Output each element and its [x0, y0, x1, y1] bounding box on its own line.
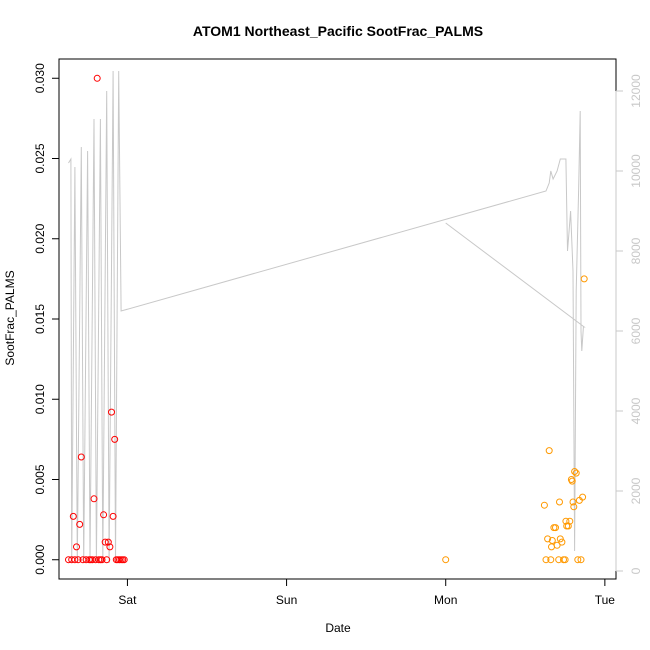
point-series2 — [580, 275, 588, 283]
point-series1 — [73, 543, 80, 551]
y2-tick-label: 4000 — [629, 397, 643, 424]
point-series2 — [579, 493, 587, 501]
y-tick-label: 0.030 — [33, 63, 47, 93]
point-series2 — [568, 477, 576, 485]
point-series1 — [69, 512, 77, 520]
point-series2 — [556, 498, 563, 506]
point-series2 — [558, 538, 566, 546]
point-series1 — [74, 556, 82, 564]
point-series2 — [548, 537, 556, 544]
y-tick-label: 0.020 — [33, 223, 47, 253]
point-series2 — [572, 469, 580, 477]
point-series2 — [569, 498, 577, 506]
point-series2 — [577, 556, 585, 564]
points — [65, 74, 588, 564]
point-series2 — [540, 501, 548, 509]
y2-tick-label: 12000 — [629, 74, 643, 108]
point-series1 — [76, 520, 84, 528]
point-series2 — [544, 535, 552, 543]
y2-tick-label: 0 — [629, 567, 643, 574]
y-tick-label: 0.015 — [33, 304, 47, 334]
point-series1 — [77, 453, 85, 461]
point-series1 — [103, 556, 111, 564]
point-series1 — [100, 511, 108, 519]
x-tick-label: Tue — [595, 593, 616, 607]
y-tick-label: 0.010 — [33, 384, 47, 414]
chart-title: ATOM1 Northeast_Pacific SootFrac_PALMS — [193, 23, 483, 39]
point-series2 — [547, 556, 555, 564]
point-series2 — [552, 524, 559, 532]
altitude-line — [68, 70, 586, 564]
point-series2 — [570, 503, 578, 511]
point-series1 — [111, 435, 119, 443]
y-axis-label: SootFrac_PALMS — [3, 270, 17, 365]
point-series2 — [545, 447, 553, 455]
point-series2 — [574, 556, 582, 564]
point-series2 — [566, 517, 574, 525]
point-series2 — [561, 556, 569, 564]
point-series1 — [71, 556, 79, 564]
x-tick-label: Mon — [434, 593, 457, 607]
y2-tick-label: 2000 — [629, 477, 643, 504]
y2-tick-label: 6000 — [629, 317, 643, 344]
point-series1 — [108, 408, 115, 416]
x-axis-label: Date — [325, 621, 351, 635]
axes: Sat Sun Mon Tue 0.000 0.005 0.010 0.015 0.020 0.0… — [33, 63, 643, 607]
point-series1 — [104, 538, 112, 546]
point-series1 — [93, 74, 101, 82]
x-tick-label: Sat — [118, 593, 137, 607]
y-tick-label: 0.000 — [33, 544, 47, 574]
point-series2 — [564, 522, 572, 530]
point-series1 — [98, 556, 106, 564]
point-series2 — [553, 541, 561, 549]
point-series1 — [101, 538, 109, 546]
x-tick-label: Sun — [276, 593, 297, 607]
point-series2 — [571, 468, 579, 475]
y2-tick-label: 8000 — [629, 237, 643, 264]
point-series2 — [542, 556, 550, 564]
point-series1 — [120, 556, 128, 564]
y-tick-label: 0.005 — [33, 464, 47, 494]
point-series1 — [90, 495, 98, 503]
point-series2 — [442, 556, 450, 564]
point-series1 — [109, 512, 117, 520]
altitude-series — [68, 70, 586, 564]
y2-tick-label: 10000 — [629, 154, 643, 188]
point-series1 — [106, 543, 114, 551]
y-tick-label: 0.025 — [33, 143, 47, 173]
